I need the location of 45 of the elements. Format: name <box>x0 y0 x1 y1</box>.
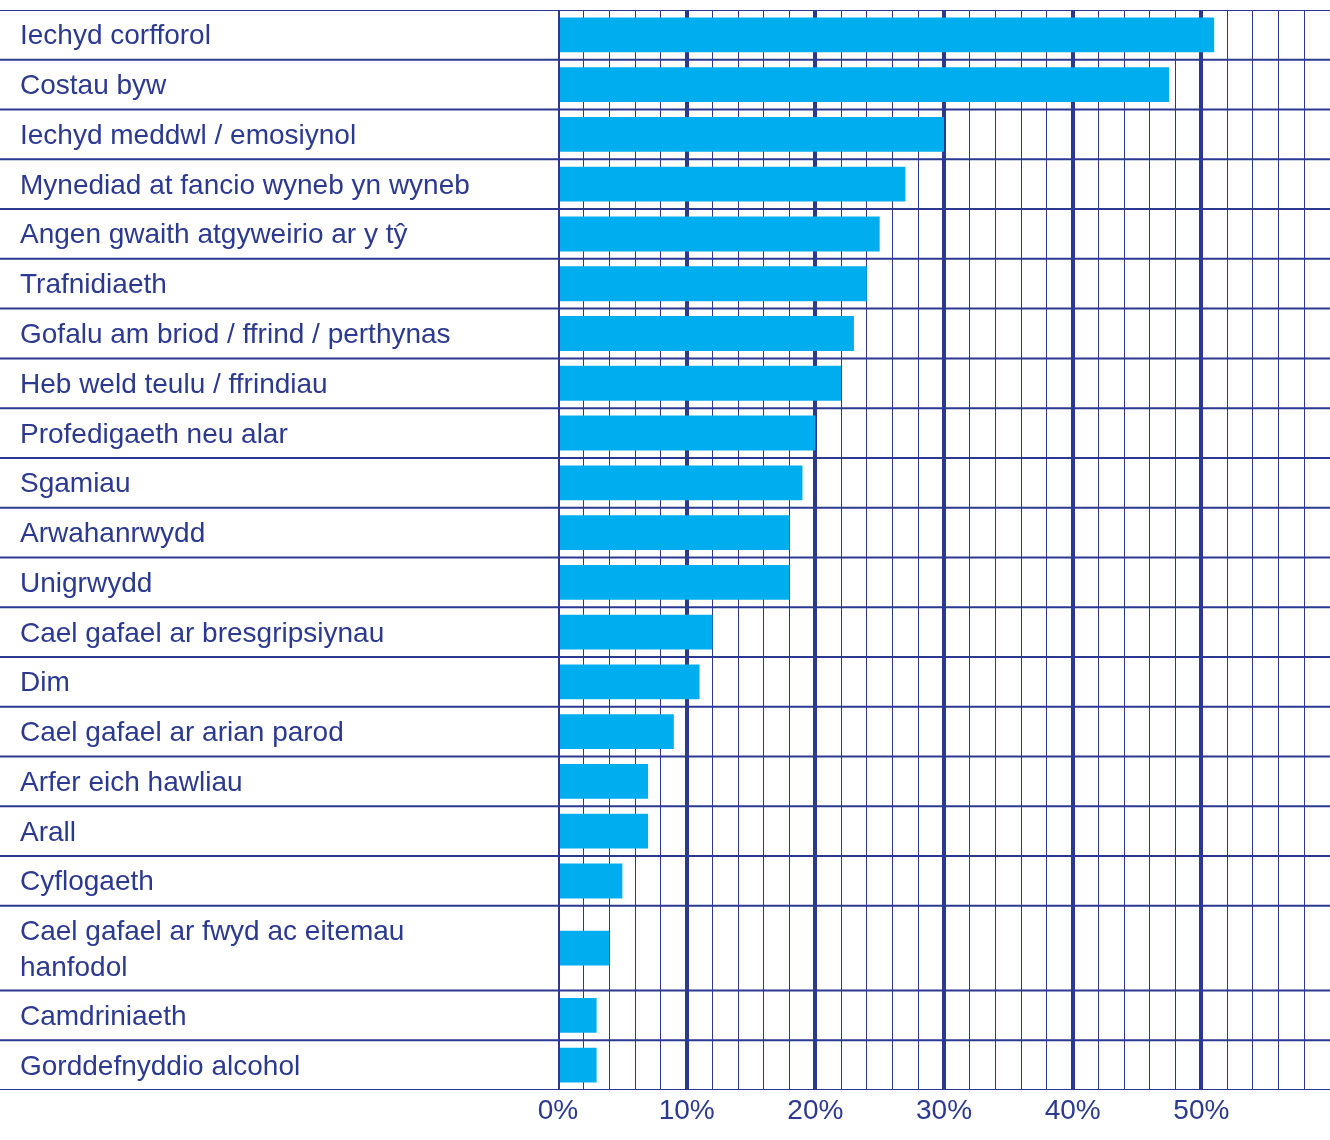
y-tick-label: Gorddefnyddio alcohol <box>20 1050 301 1081</box>
bar <box>558 863 623 899</box>
x-tick-label: 0% <box>537 1094 579 1125</box>
y-tick-label: Unigrwydd <box>20 567 153 598</box>
x-tick-label: 20% <box>787 1094 844 1125</box>
y-tick-label: Cael gafael ar bresgripsiynau <box>20 617 385 648</box>
y-tick-label: Arfer eich hawliau <box>20 766 243 797</box>
bar <box>558 216 880 252</box>
bar <box>558 365 842 401</box>
bar <box>558 67 1170 103</box>
y-tick-label: Mynediad at fancio wyneb yn wyneb <box>20 169 470 200</box>
bar <box>558 564 790 600</box>
bar <box>558 764 649 799</box>
x-tick-label: 50% <box>1173 1094 1230 1125</box>
bar <box>558 714 674 750</box>
x-tick-label: 10% <box>658 1094 715 1125</box>
y-tick-label: Iechyd corfforol <box>20 19 211 50</box>
x-tick-label: 30% <box>915 1094 973 1125</box>
bar <box>558 664 700 700</box>
x-tick-label: 40% <box>1044 1094 1101 1125</box>
y-tick-label: Profedigaeth neu alar <box>20 418 288 449</box>
y-tick-label: Costau byw <box>20 69 168 100</box>
y-tick-label: Iechyd meddwl / emosiynol <box>20 119 357 150</box>
y-tick-label: Arwahanrwydd <box>20 517 206 548</box>
y-tick-label: Cael gafael ar arian parod <box>20 716 344 747</box>
bar <box>558 166 906 202</box>
y-tick-label: Cael gafael ar fwyd ac eitemau hanfodol <box>20 915 405 983</box>
bar <box>558 316 854 351</box>
y-tick-label: Sgamiau <box>20 467 131 498</box>
y-tick-label: Heb weld teulu / ffrindiau <box>20 368 328 399</box>
y-tick-label: Arall <box>20 816 77 847</box>
bar <box>558 266 867 302</box>
y-tick-label: Camdriniaeth <box>20 1000 187 1031</box>
bar <box>558 614 713 650</box>
bar <box>558 465 803 501</box>
bar <box>558 515 790 550</box>
y-tick-label: Angen gwaith atgyweirio ar y tŷ <box>20 218 408 249</box>
y-tick-label: Gofalu am briod / ffrind / perthynas <box>20 318 451 349</box>
y-tick-label: Cyflogaeth <box>20 865 154 896</box>
bar <box>558 415 816 451</box>
bar <box>558 813 649 849</box>
y-tick-label: Dim <box>20 666 70 697</box>
y-tick-label: Trafnidiaeth <box>20 268 167 299</box>
bar <box>558 117 944 152</box>
bar <box>558 17 1215 53</box>
